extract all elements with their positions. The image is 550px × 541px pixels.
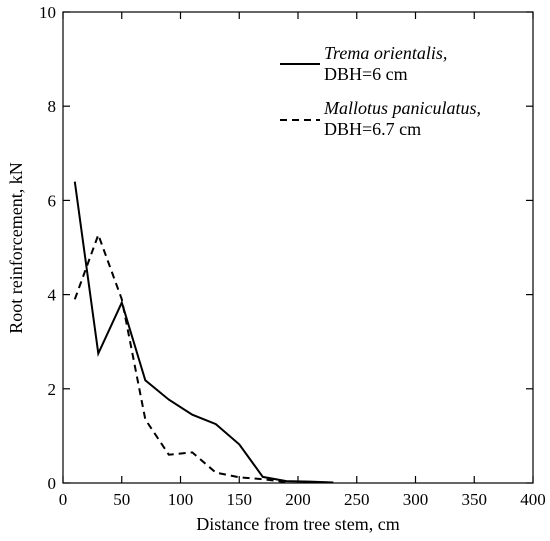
y-axis-title: Root reinforcement, kN [6,162,26,333]
x-tick-label-400: 400 [520,490,546,509]
y-tick-label-8: 8 [48,97,57,116]
y-tick-label-4: 4 [48,286,57,305]
x-tick-label-250: 250 [344,490,370,509]
plot-frame [62,11,534,484]
x-tick-label-350: 350 [462,490,488,509]
legend-label-trema-name: Trema orientalis, [324,43,447,63]
legend-label-mallotus-dbh: DBH=6.7 cm [324,119,421,139]
x-axis-title: Distance from tree stem, cm [196,514,399,534]
x-tick-label-300: 300 [403,490,429,509]
x-tick-label-150: 150 [227,490,253,509]
y-tick-label-0: 0 [48,474,57,493]
series-lines [73,181,334,484]
x-tick-label-0: 0 [59,490,68,509]
y-tick-label-10: 10 [39,3,56,22]
legend-label-trema-dbh: DBH=6 cm [324,64,408,84]
legend-label-mallotus-name: Mallotus paniculatus, [323,98,481,118]
x-tick-label-100: 100 [168,490,194,509]
y-tick-label-6: 6 [48,191,57,210]
x-tick-label-50: 50 [113,490,130,509]
x-tick-label-200: 200 [285,490,311,509]
series-line-trema-orientalis [73,181,334,484]
series-line-mallotus-paniculatus [73,231,287,484]
y-tick-label-2: 2 [48,380,57,399]
tick-labels: 0 50 100 150 200 250 300 350 400 0 2 4 6 8 10 [39,3,546,509]
legend: Trema orientalis, DBH=6 cm Mallotus pani… [280,43,481,139]
ticks [62,11,534,484]
